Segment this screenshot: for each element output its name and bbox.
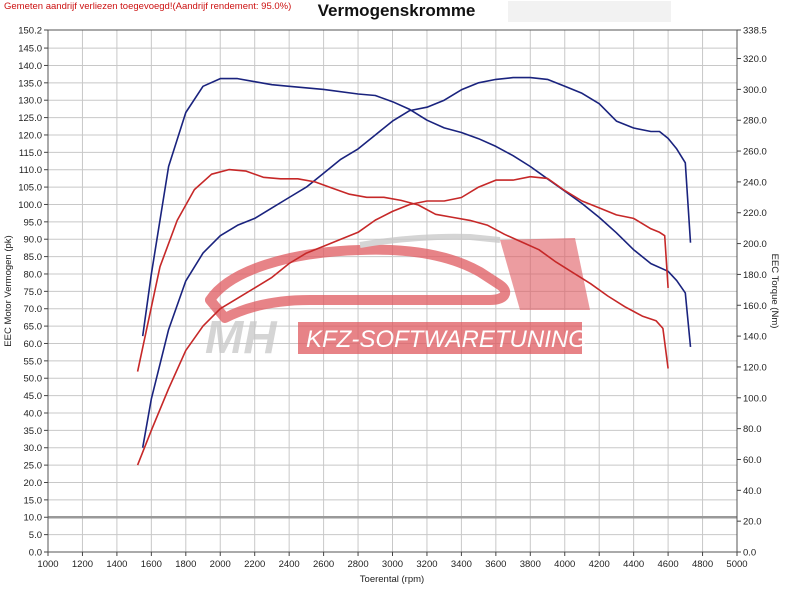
y2-tick-label: 40.0 bbox=[743, 486, 762, 497]
series-line-power-tuned bbox=[141, 76, 692, 448]
x-tick-label: 3400 bbox=[451, 559, 472, 570]
y-tick-label: 80.0 bbox=[24, 269, 43, 280]
x-tick-label: 2000 bbox=[210, 559, 231, 570]
y-tick-label: 115.0 bbox=[19, 148, 42, 159]
y-tick-label: 65.0 bbox=[24, 322, 43, 333]
x-tick-label: 4800 bbox=[692, 559, 713, 570]
y2-tick-label: 240.0 bbox=[743, 177, 767, 188]
y-tick-label: 45.0 bbox=[24, 391, 43, 402]
x-axis-label: Toerental (rpm) bbox=[360, 574, 424, 585]
x-tick-label: 3800 bbox=[520, 559, 541, 570]
x-tick-label: 4400 bbox=[623, 559, 644, 570]
y2-tick-label: 180.0 bbox=[743, 270, 767, 281]
y-tick-label: 145.0 bbox=[18, 44, 42, 55]
y2-axis-label: EEC Torque (Nm) bbox=[769, 254, 780, 329]
car-roof-line bbox=[359, 233, 501, 248]
y-tick-label: 85.0 bbox=[24, 252, 43, 263]
y2-tick-label: 260.0 bbox=[743, 147, 767, 158]
y-tick-label: 50.0 bbox=[24, 374, 43, 385]
x-axis: 1000 1200 1400 1600 1800 2000 2200 2400 2600 2800… bbox=[37, 552, 748, 570]
x-tick-label: 1800 bbox=[175, 559, 196, 570]
y2-tick-label: 100.0 bbox=[743, 393, 767, 404]
x-tick-label: 1200 bbox=[72, 559, 93, 570]
x-tick-label: 2600 bbox=[313, 559, 334, 570]
y2-tick-label: 0.0 bbox=[743, 548, 756, 559]
x-tick-label: 4600 bbox=[658, 559, 679, 570]
y-tick-label: 60.0 bbox=[24, 339, 43, 350]
x-tick-label: 5000 bbox=[726, 559, 747, 570]
y2-tick-label: 338.5 bbox=[743, 26, 767, 37]
x-tick-label: 2200 bbox=[244, 559, 265, 570]
car-silhouette bbox=[205, 244, 511, 323]
y2-tick-label: 140.0 bbox=[743, 332, 767, 343]
x-tick-label: 3000 bbox=[382, 559, 403, 570]
y-tick-label: 130.0 bbox=[18, 96, 42, 107]
y-tick-label: 95.0 bbox=[24, 217, 43, 228]
watermark-mh: MH bbox=[205, 311, 277, 363]
x-tick-label: 3200 bbox=[416, 559, 437, 570]
series-line-power-stock bbox=[136, 175, 669, 466]
grid bbox=[47, 29, 738, 553]
x-tick-label: 4000 bbox=[554, 559, 575, 570]
chart-title: Vermogenskromme bbox=[317, 1, 476, 20]
y-tick-label: 30.0 bbox=[24, 443, 43, 454]
y-tick-label: 125.0 bbox=[18, 113, 42, 124]
y2-tick-label: 320.0 bbox=[743, 54, 767, 65]
y2-tick-label: 120.0 bbox=[743, 362, 767, 373]
y-tick-label: 55.0 bbox=[24, 356, 43, 367]
y2-tick-label: 220.0 bbox=[743, 208, 767, 219]
x-tick-label: 3600 bbox=[485, 559, 506, 570]
y-tick-label: 100.0 bbox=[18, 200, 42, 211]
y-tick-label: 25.0 bbox=[24, 461, 43, 472]
y2-tick-label: 80.0 bbox=[743, 424, 762, 435]
x-tick-label: 2800 bbox=[347, 559, 368, 570]
y2-tick-label: 200.0 bbox=[743, 239, 767, 250]
y-tick-label: 70.0 bbox=[24, 304, 43, 315]
y-axis-left: 0.0 5.0 10.0 15.0 20.0 25.0 30.0 35.0 40.0 45.0 50… bbox=[18, 26, 48, 559]
y-tick-label: 15.0 bbox=[24, 495, 43, 506]
y-tick-label: 5.0 bbox=[29, 530, 42, 541]
x-tick-label: 1400 bbox=[106, 559, 127, 570]
series-group bbox=[136, 76, 692, 466]
y-tick-label: 10.0 bbox=[24, 513, 43, 524]
y-tick-label: 35.0 bbox=[24, 426, 43, 437]
y-tick-label: 40.0 bbox=[24, 408, 43, 419]
y2-tick-label: 280.0 bbox=[743, 116, 767, 127]
y2-tick-label: 300.0 bbox=[743, 85, 767, 96]
title-panel bbox=[508, 1, 671, 22]
y2-tick-label: 20.0 bbox=[743, 517, 762, 528]
watermark-brand: KFZ-SOFTWARETUNING bbox=[306, 326, 587, 353]
watermark-logo: MH KFZ-SOFTWARETUNING bbox=[205, 233, 590, 363]
x-tick-label: 1600 bbox=[141, 559, 162, 570]
y-tick-label: 75.0 bbox=[24, 287, 43, 298]
y-tick-label: 90.0 bbox=[24, 235, 43, 246]
y-axis-right: 0.0 20.0 40.0 60.0 80.0 100.0 120.0 140.0 160.0 1… bbox=[737, 26, 767, 559]
y-tick-label: 140.0 bbox=[18, 61, 42, 72]
y-tick-label: 110.0 bbox=[19, 165, 42, 176]
series-line-torque-stock bbox=[136, 168, 669, 372]
x-tick-label: 2400 bbox=[279, 559, 300, 570]
y-tick-label: 150.2 bbox=[18, 26, 42, 37]
y-tick-label: 20.0 bbox=[24, 478, 43, 489]
x-tick-label: 1000 bbox=[37, 559, 58, 570]
y2-tick-label: 60.0 bbox=[743, 455, 762, 466]
x-tick-label: 4200 bbox=[589, 559, 610, 570]
y-axis-label: EEC Motor Vermogen (pk) bbox=[3, 235, 14, 346]
series-line-torque-tuned bbox=[141, 77, 692, 347]
y-tick-label: 120.0 bbox=[18, 130, 42, 141]
y2-tick-label: 160.0 bbox=[743, 301, 767, 312]
loss-note: Gemeten aandrijf verliezen toegevoegd!(A… bbox=[4, 1, 292, 12]
y-tick-label: 105.0 bbox=[18, 183, 42, 194]
y-tick-label: 0.0 bbox=[29, 548, 42, 559]
y-tick-label: 135.0 bbox=[18, 78, 42, 89]
car-rear-block bbox=[500, 238, 590, 310]
watermark-banner bbox=[298, 322, 582, 354]
